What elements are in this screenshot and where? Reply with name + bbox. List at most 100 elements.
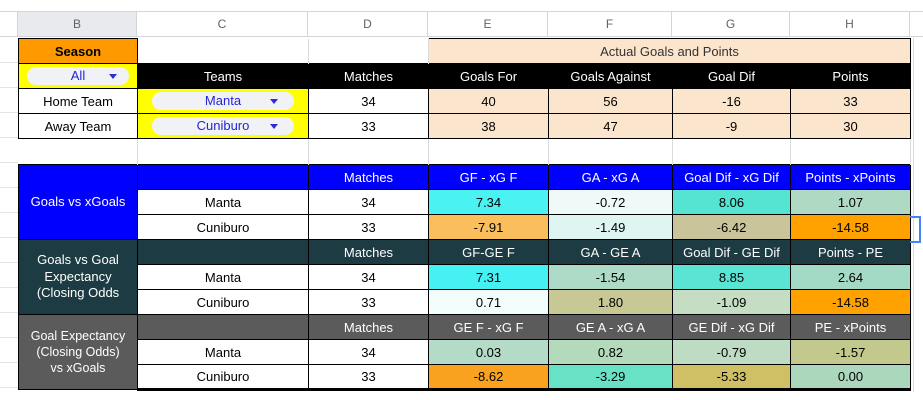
season-filter-cell[interactable]: All — [18, 63, 138, 89]
metric-cell[interactable]: -6.42 — [672, 214, 791, 240]
cell[interactable]: 33 — [308, 113, 429, 139]
metric-header-cell[interactable]: GF-GE F — [428, 239, 549, 265]
empty-cell[interactable] — [308, 138, 429, 165]
cell[interactable]: 33 — [308, 364, 429, 391]
empty-cell[interactable] — [428, 138, 549, 165]
actual-goals-title-cell[interactable]: Actual Goals and Points — [428, 38, 911, 64]
metric-cell[interactable]: 7.34 — [428, 189, 549, 215]
metric-cell[interactable]: -1.09 — [672, 289, 791, 315]
goal-dif-header-cell[interactable]: Goal Dif — [672, 63, 791, 89]
cell[interactable]: 34 — [308, 339, 429, 365]
column-header-g[interactable]: G — [672, 12, 790, 36]
metric-cell[interactable]: 1.80 — [548, 289, 673, 315]
team-cell[interactable]: Manta — [137, 189, 309, 215]
cell[interactable]: 34 — [308, 88, 429, 114]
section1-label-cell[interactable]: Goals vs xGoals — [18, 164, 138, 240]
metric-header-cell[interactable]: GE Dif - xG Dif — [672, 314, 791, 340]
matches-header-cell[interactable]: Matches — [308, 239, 429, 265]
cell[interactable]: 56 — [548, 88, 673, 114]
points-header-cell[interactable]: Points — [790, 63, 911, 89]
column-header-b[interactable]: B — [18, 12, 137, 36]
section3-label-cell[interactable]: Goal Expectancy (Closing Odds) vs xGoals — [18, 314, 138, 390]
home-team-label-cell[interactable]: Home Team — [18, 88, 138, 114]
empty-cell[interactable] — [308, 38, 429, 64]
empty-cell[interactable] — [137, 314, 309, 340]
empty-cell[interactable] — [548, 138, 673, 165]
metric-cell[interactable]: 7.31 — [428, 264, 549, 290]
away-team-filter-cell[interactable]: Cuniburo — [137, 113, 309, 139]
matches-header-cell[interactable]: Matches — [308, 314, 429, 340]
metric-cell[interactable]: -14.58 — [790, 214, 911, 240]
empty-cell[interactable] — [137, 239, 309, 265]
team-cell[interactable]: Cuniburo — [137, 289, 309, 315]
metric-cell[interactable]: 2.64 — [790, 264, 911, 290]
cell[interactable]: 34 — [308, 264, 429, 290]
column-header-e[interactable]: E — [428, 12, 548, 36]
empty-cell[interactable] — [672, 138, 791, 165]
metric-cell[interactable]: 0.82 — [548, 339, 673, 365]
empty-cell[interactable] — [137, 38, 309, 64]
empty-cell[interactable] — [137, 138, 309, 165]
home-team-filter-cell[interactable]: Manta — [137, 88, 309, 114]
metric-cell[interactable]: -1.49 — [548, 214, 673, 240]
cell[interactable]: 38 — [428, 113, 549, 139]
metric-cell[interactable]: 8.06 — [672, 189, 791, 215]
metric-cell[interactable]: -5.33 — [672, 364, 791, 391]
metric-header-cell[interactable]: Goal Dif - xG Dif — [672, 164, 791, 190]
column-header-c[interactable]: C — [137, 12, 308, 36]
column-header-h[interactable]: H — [790, 12, 910, 36]
metric-cell[interactable]: -1.57 — [790, 339, 911, 365]
team-cell[interactable]: Manta — [137, 264, 309, 290]
metric-header-cell[interactable]: PE - xPoints — [790, 314, 911, 340]
cell[interactable]: 30 — [790, 113, 911, 139]
metric-cell[interactable]: 1.07 — [790, 189, 911, 215]
section2-label-cell[interactable]: Goals vs Goal Expectancy (Closing Odds — [18, 239, 138, 315]
metric-cell[interactable]: 8.85 — [672, 264, 791, 290]
cell[interactable]: 33 — [790, 88, 911, 114]
away-team-dropdown[interactable]: Cuniburo — [152, 117, 294, 135]
empty-cell[interactable] — [790, 138, 911, 165]
team-cell[interactable]: Manta — [137, 339, 309, 365]
metric-cell[interactable]: -8.62 — [428, 364, 549, 391]
team-cell[interactable]: Cuniburo — [137, 214, 309, 240]
cell[interactable]: 40 — [428, 88, 549, 114]
cell[interactable]: 34 — [308, 189, 429, 215]
metric-cell[interactable]: -0.72 — [548, 189, 673, 215]
column-header-d[interactable]: D — [308, 12, 428, 36]
cell[interactable]: -9 — [672, 113, 791, 139]
goals-for-header-cell[interactable]: Goals For — [428, 63, 549, 89]
goals-against-header-cell[interactable]: Goals Against — [548, 63, 673, 89]
cell[interactable]: 47 — [548, 113, 673, 139]
metric-header-cell[interactable]: Points - PE — [790, 239, 911, 265]
cell[interactable]: -16 — [672, 88, 791, 114]
empty-cell[interactable] — [18, 138, 138, 165]
season-label-cell[interactable]: Season — [18, 38, 138, 64]
matches-header-cell[interactable]: Matches — [308, 164, 429, 190]
team-cell[interactable]: Cuniburo — [137, 364, 309, 391]
metric-header-cell[interactable]: Points - xPoints — [790, 164, 911, 190]
metric-header-cell[interactable]: GA - xG A — [548, 164, 673, 190]
metric-cell[interactable]: -14.58 — [790, 289, 911, 315]
metric-header-cell[interactable]: GF - xG F — [428, 164, 549, 190]
metric-header-cell[interactable]: GE A - xG A — [548, 314, 673, 340]
metric-header-cell[interactable]: GA - GE A — [548, 239, 673, 265]
metric-cell[interactable]: 0.00 — [790, 364, 911, 391]
empty-cell[interactable] — [137, 164, 309, 190]
column-header-rest — [910, 12, 923, 36]
metric-cell[interactable]: 0.71 — [428, 289, 549, 315]
matches-header-cell[interactable]: Matches — [308, 63, 429, 89]
metric-cell[interactable]: -1.54 — [548, 264, 673, 290]
season-filter-dropdown[interactable]: All — [27, 67, 129, 85]
teams-header-cell[interactable]: Teams — [137, 63, 309, 89]
home-team-dropdown[interactable]: Manta — [152, 92, 294, 110]
metric-cell[interactable]: -7.91 — [428, 214, 549, 240]
cell[interactable]: 33 — [308, 289, 429, 315]
column-header-f[interactable]: F — [548, 12, 672, 36]
cell[interactable]: 33 — [308, 214, 429, 240]
metric-cell[interactable]: -3.29 — [548, 364, 673, 391]
metric-header-cell[interactable]: Goal Dif - GE Dif — [672, 239, 791, 265]
metric-cell[interactable]: 0.03 — [428, 339, 549, 365]
metric-header-cell[interactable]: GE F - xG F — [428, 314, 549, 340]
away-team-label-cell[interactable]: Away Team — [18, 113, 138, 139]
metric-cell[interactable]: -0.79 — [672, 339, 791, 365]
